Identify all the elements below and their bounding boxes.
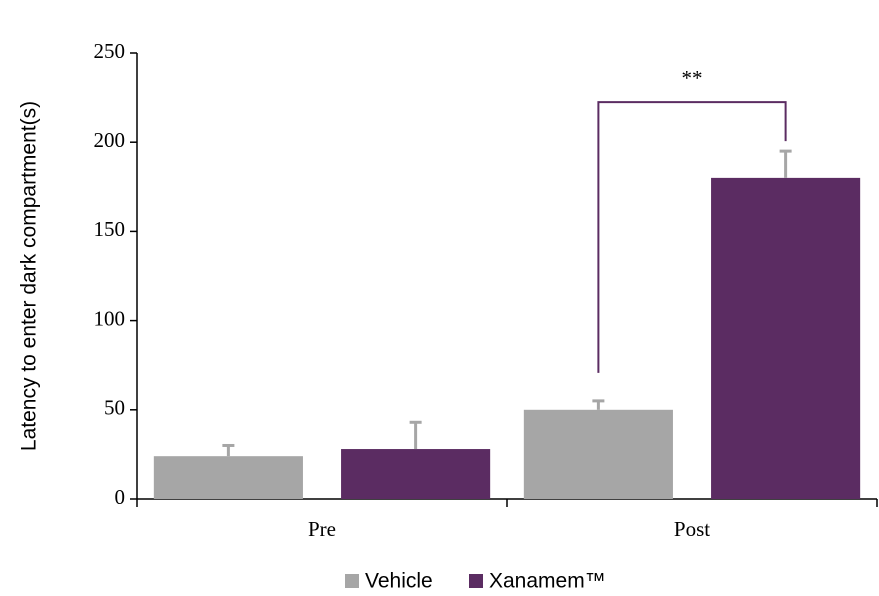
legend-swatch	[345, 574, 359, 588]
bar	[523, 409, 673, 499]
y-tick-label: 250	[94, 39, 126, 63]
x-tick-label: Post	[674, 517, 710, 541]
y-tick-label: 0	[115, 485, 126, 509]
error-bar	[779, 149, 792, 178]
error-bar	[409, 420, 422, 450]
y-tick-label: 200	[94, 128, 126, 152]
legend-label: Vehicle	[365, 570, 433, 593]
annotation: **	[682, 66, 703, 90]
y-axis-label: Latency to enter dark compartment(s)	[18, 101, 41, 451]
y-tick-label: 100	[94, 306, 126, 330]
significance-bracket	[597, 101, 787, 373]
bar	[711, 177, 861, 499]
legend-label: Xanamem™	[489, 570, 606, 593]
error-bar	[592, 399, 605, 410]
y-tick-label: 150	[94, 217, 126, 241]
error-bar	[222, 443, 235, 457]
x-tick-label: Pre	[308, 517, 336, 541]
bar	[153, 456, 303, 499]
y-tick-label: 50	[104, 396, 125, 420]
legend-swatch	[469, 574, 483, 588]
bar	[341, 449, 491, 499]
